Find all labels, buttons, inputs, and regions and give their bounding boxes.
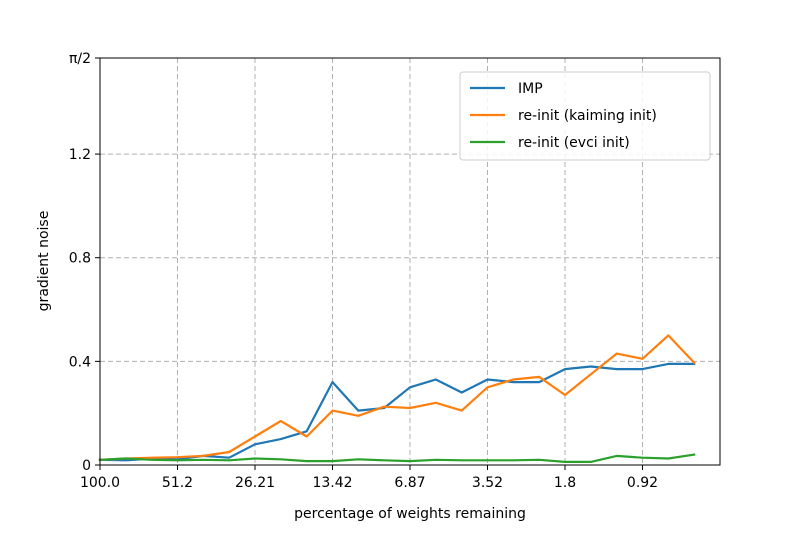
series-line-2	[98, 453, 696, 463]
y-tick-label: 0.8	[69, 251, 91, 267]
legend: IMP re-init (kaiming init) re-init (evci i…	[459, 71, 711, 161]
x-axis-title: percentage of weights remaining	[294, 506, 526, 522]
x-axis-ticks: 100.0 51.2 26.21 13.42 6.87 3.52 1.8 0.92	[80, 465, 658, 491]
series-line-1	[98, 334, 696, 461]
series-lines	[98, 334, 696, 463]
x-tick-label: 1.8	[554, 475, 576, 491]
y-axis-ticks: 0 0.4 0.8 1.2 π/2	[69, 51, 100, 474]
y-tick-label: 0	[82, 458, 91, 474]
x-tick-label: 13.42	[312, 475, 352, 491]
legend-label-2: re-init (evci init)	[518, 135, 630, 151]
y-axis-title: gradient noise	[36, 211, 52, 312]
legend-box	[459, 71, 711, 161]
x-tick-label: 6.87	[394, 475, 425, 491]
x-tick-label: 3.52	[472, 475, 503, 491]
x-tick-label: 51.2	[162, 475, 193, 491]
y-tick-label: 0.4	[69, 354, 91, 370]
y-tick-label: 1.2	[69, 147, 91, 163]
legend-label-1: re-init (kaiming init)	[518, 108, 657, 124]
x-tick-label: 26.21	[235, 475, 275, 491]
y-tick-label: π/2	[69, 51, 91, 67]
legend-label-0: IMP	[518, 81, 543, 97]
x-tick-label: 100.0	[80, 475, 120, 491]
x-tick-label: 0.92	[627, 475, 658, 491]
